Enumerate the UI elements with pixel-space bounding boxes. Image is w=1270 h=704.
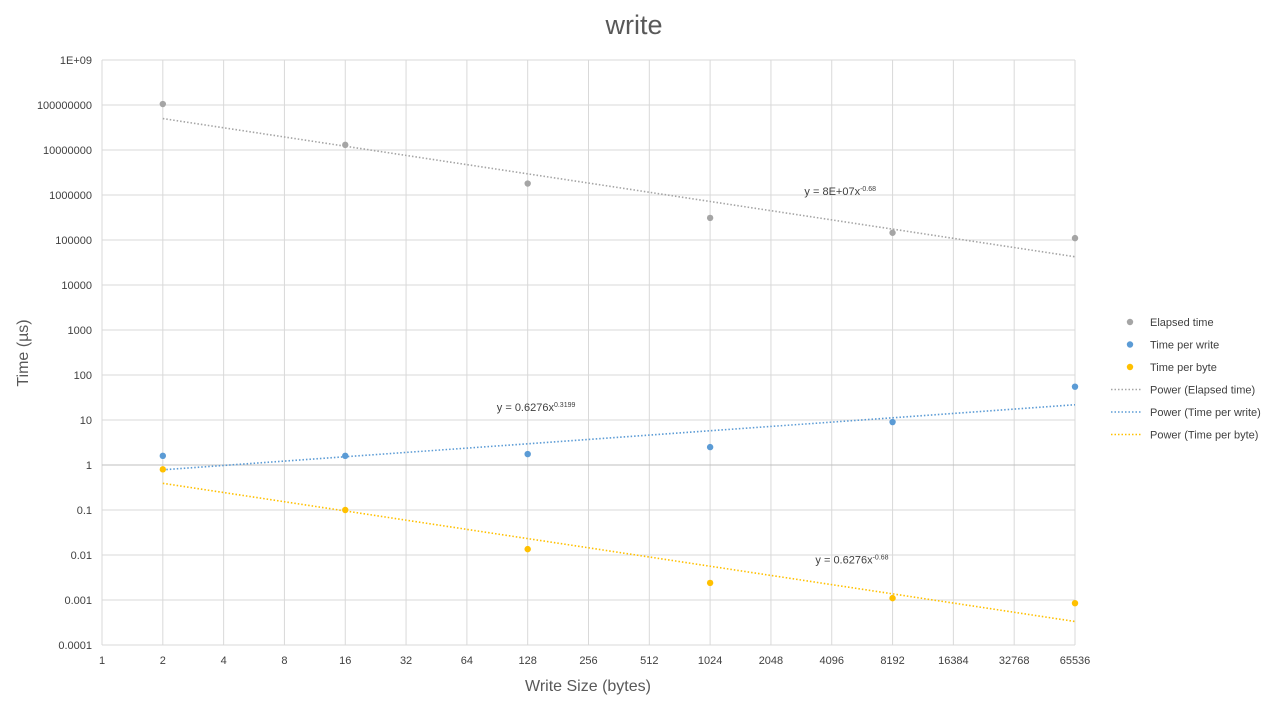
legend-label: Elapsed time xyxy=(1150,317,1214,329)
data-point xyxy=(706,214,714,222)
data-point xyxy=(1071,599,1079,607)
data-point xyxy=(706,579,714,587)
y-tick-label: 0.001 xyxy=(64,595,92,607)
x-tick-label: 2048 xyxy=(759,655,783,667)
legend: Elapsed time Time per write Time per byte P… xyxy=(1111,317,1261,442)
data-point xyxy=(889,229,896,236)
x-tick-label: 512 xyxy=(640,655,658,667)
chart-title: write xyxy=(604,10,662,40)
x-axis-ticks: 1 2 4 8 16 32 64 128 256 512 1024 2048 4096 8192 16384… xyxy=(99,655,1090,667)
x-tick-label: 1024 xyxy=(698,655,722,667)
x-axis-title: Write Size (bytes) xyxy=(525,678,651,695)
y-tick-label: 10000000 xyxy=(43,145,92,157)
y-tick-label: 0.0001 xyxy=(58,640,92,652)
trendline-equation: y = 0.6276x0.3199 xyxy=(497,402,576,414)
x-tick-label: 128 xyxy=(519,655,537,667)
trendline-equations: y = 8E+07x-0.68 y = 0.6276x0.3199 y = 0.62… xyxy=(497,186,889,566)
x-tick-label: 4 xyxy=(221,655,227,667)
grid xyxy=(101,59,1076,646)
data-point xyxy=(1071,383,1079,390)
y-tick-label: 100 xyxy=(74,370,92,382)
y-tick-label: 1 xyxy=(86,460,92,472)
data-point xyxy=(159,100,167,108)
x-tick-label: 16384 xyxy=(938,655,969,667)
x-tick-label: 256 xyxy=(579,655,597,667)
x-tick-label: 65536 xyxy=(1060,655,1091,667)
legend-label: Time per byte xyxy=(1150,362,1217,374)
x-tick-label: 64 xyxy=(461,655,473,667)
y-tick-label: 100000 xyxy=(55,235,92,247)
legend-marker xyxy=(1126,318,1134,326)
y-tick-label: 10 xyxy=(80,415,92,427)
data-point xyxy=(159,452,167,460)
data-point xyxy=(524,450,531,458)
x-tick-label: 2 xyxy=(160,655,166,667)
data-point xyxy=(524,180,531,187)
y-tick-label: 10000 xyxy=(61,280,92,292)
legend-label: Power (Time per write) xyxy=(1150,407,1261,419)
y-tick-label: 0.01 xyxy=(71,550,92,562)
data-point xyxy=(159,466,167,473)
y-axis-title: Time (µs) xyxy=(15,319,32,386)
data-point xyxy=(342,452,349,460)
data-point xyxy=(1071,234,1079,242)
y-tick-label: 100000000 xyxy=(37,100,92,112)
trendline-equation: y = 0.6276x-0.68 xyxy=(815,554,888,566)
legend-label: Power (Time per byte) xyxy=(1150,430,1258,442)
data-point xyxy=(342,506,349,514)
y-tick-label: 1000000 xyxy=(49,190,92,202)
x-tick-label: 32 xyxy=(400,655,412,667)
legend-marker xyxy=(1126,341,1134,348)
data-point xyxy=(889,418,896,426)
x-tick-label: 32768 xyxy=(999,655,1030,667)
y-tick-label: 0.1 xyxy=(77,505,92,517)
data-points xyxy=(159,100,1079,607)
x-tick-label: 1 xyxy=(99,655,105,667)
y-tick-label: 1000 xyxy=(68,325,92,337)
data-point xyxy=(342,141,349,149)
data-point xyxy=(524,545,531,553)
x-tick-label: 4096 xyxy=(820,655,844,667)
data-point xyxy=(706,443,714,451)
y-tick-label: 1E+09 xyxy=(60,55,92,67)
data-point xyxy=(889,594,896,602)
trendline-equation: y = 8E+07x-0.68 xyxy=(804,186,876,198)
legend-marker xyxy=(1126,363,1134,371)
y-axis-ticks: 0.0001 0.001 0.01 0.1 1 10 100 1000 10000 100000 1… xyxy=(37,55,92,652)
legend-label: Power (Elapsed time) xyxy=(1150,385,1255,397)
x-tick-label: 8192 xyxy=(880,655,904,667)
legend-label: Time per write xyxy=(1150,340,1219,352)
x-tick-label: 8 xyxy=(281,655,287,667)
x-tick-label: 16 xyxy=(339,655,351,667)
